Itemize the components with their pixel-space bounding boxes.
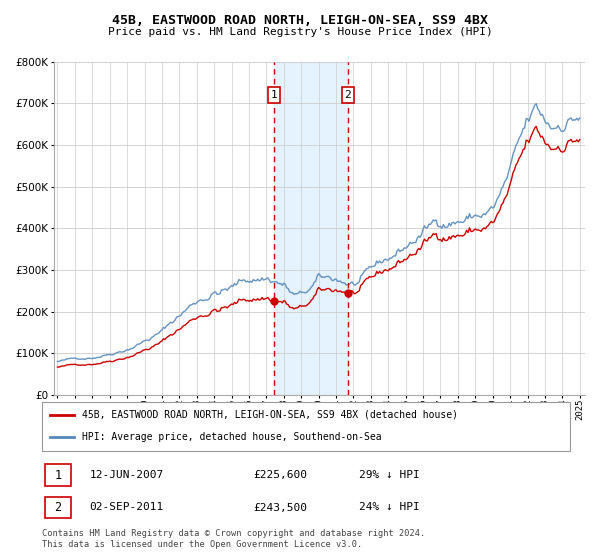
Text: 1: 1	[54, 469, 61, 482]
Text: HPI: Average price, detached house, Southend-on-Sea: HPI: Average price, detached house, Sout…	[82, 432, 381, 442]
Text: 45B, EASTWOOD ROAD NORTH, LEIGH-ON-SEA, SS9 4BX: 45B, EASTWOOD ROAD NORTH, LEIGH-ON-SEA, …	[112, 14, 488, 27]
Text: £243,500: £243,500	[253, 502, 307, 512]
Bar	[274, 62, 348, 395]
Text: Price paid vs. HM Land Registry's House Price Index (HPI): Price paid vs. HM Land Registry's House …	[107, 27, 493, 37]
Text: 12-JUN-2007: 12-JUN-2007	[89, 470, 164, 480]
Text: 29% ↓ HPI: 29% ↓ HPI	[359, 470, 419, 480]
Text: 45B, EASTWOOD ROAD NORTH, LEIGH-ON-SEA, SS9 4BX (detached house): 45B, EASTWOOD ROAD NORTH, LEIGH-ON-SEA, …	[82, 410, 458, 420]
Text: 2: 2	[54, 501, 61, 514]
Text: 2: 2	[344, 90, 351, 100]
Text: £225,600: £225,600	[253, 470, 307, 480]
FancyBboxPatch shape	[44, 497, 71, 519]
FancyBboxPatch shape	[44, 464, 71, 486]
Text: 1: 1	[271, 90, 277, 100]
Text: 02-SEP-2011: 02-SEP-2011	[89, 502, 164, 512]
Text: 24% ↓ HPI: 24% ↓ HPI	[359, 502, 419, 512]
FancyBboxPatch shape	[42, 402, 570, 451]
Text: Contains HM Land Registry data © Crown copyright and database right 2024.
This d: Contains HM Land Registry data © Crown c…	[42, 529, 425, 549]
